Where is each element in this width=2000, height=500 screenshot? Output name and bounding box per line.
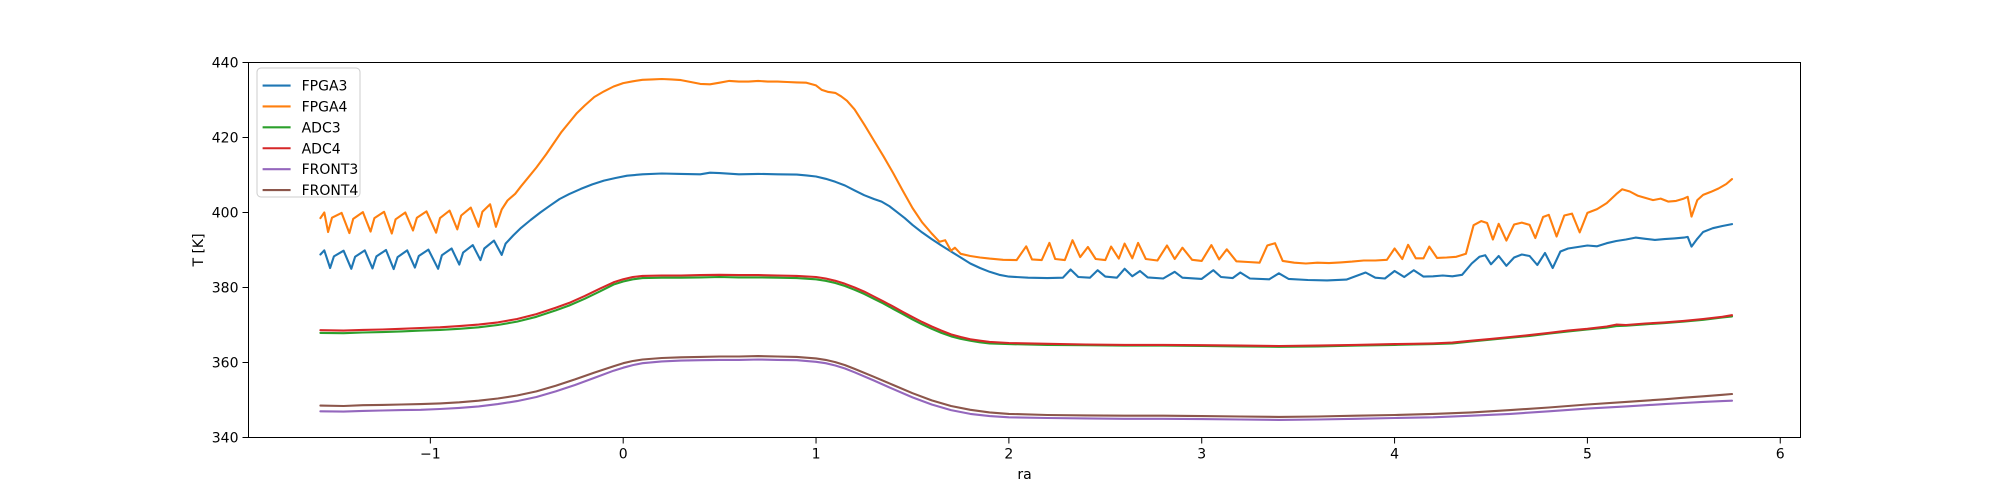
legend-item: FPGA3	[262, 79, 348, 95]
legend: FPGA3 FPGA4 ADC3 ADC4 FRONT3 FRONT4	[256, 67, 361, 199]
legend-item-label: FRONT3	[302, 162, 359, 178]
legend-item-label: FPGA4	[302, 99, 348, 115]
axes: −1 0 1 2 3 4 5 6 340 360 380 400 420 440	[212, 56, 1801, 463]
y-tick-label: 420	[212, 131, 239, 147]
legend-box	[256, 67, 361, 198]
series-line-FPGA4	[319, 77, 1734, 265]
y-axis-label: T [K]	[191, 233, 207, 267]
legend-item-label: ADC4	[302, 141, 341, 157]
x-tick-label: 4	[1390, 447, 1399, 463]
legend-item: FPGA4	[262, 99, 348, 115]
legend-item-label: FRONT4	[302, 183, 359, 199]
legend-item: ADC3	[262, 120, 341, 136]
x-tick-label: 6	[1776, 447, 1785, 463]
legend-item: ADC4	[262, 141, 341, 157]
series-lines	[319, 77, 1734, 421]
y-tick-label: 360	[212, 356, 239, 372]
y-tick-label: 340	[212, 431, 239, 447]
x-tick-label: 5	[1583, 447, 1592, 463]
x-axis-label: ra	[1017, 467, 1031, 483]
series-line-ADC4	[319, 273, 1734, 348]
legend-item-label: FPGA3	[302, 79, 348, 95]
legend-item: FRONT4	[262, 183, 359, 199]
series-line-FPGA3	[319, 171, 1734, 282]
y-tick-label: 400	[212, 206, 239, 222]
y-tick-label: 440	[212, 56, 239, 72]
legend-item: FRONT3	[262, 162, 359, 178]
x-tick-label: −1	[420, 447, 441, 463]
series-line-FRONT4	[319, 355, 1734, 418]
legend-item-label: ADC3	[302, 120, 341, 136]
x-tick-label: 2	[1004, 447, 1013, 463]
plot-border	[248, 62, 1801, 438]
x-tick-label: 0	[619, 447, 628, 463]
x-tick-label: 3	[1197, 447, 1206, 463]
x-tick-label: 1	[812, 447, 821, 463]
y-tick-label: 380	[212, 281, 239, 297]
series-line-FRONT3	[319, 358, 1734, 421]
